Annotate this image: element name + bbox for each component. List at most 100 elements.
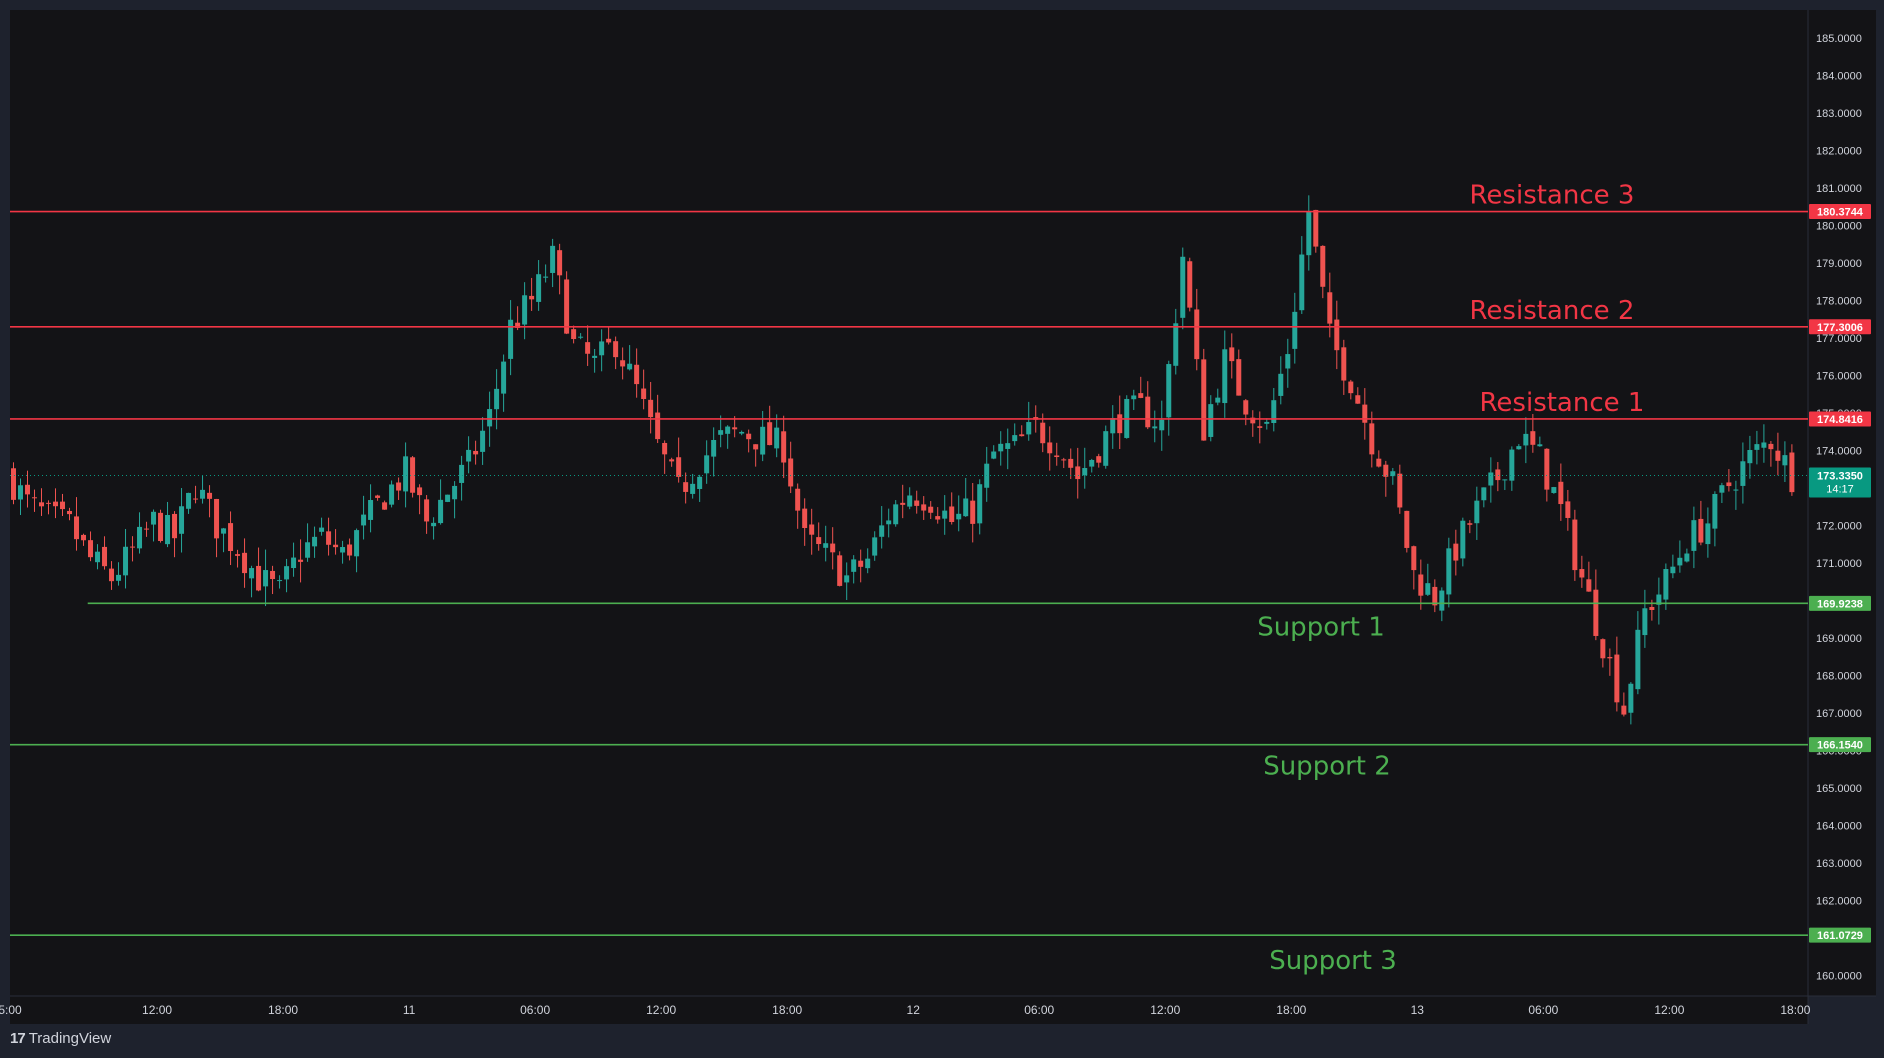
candle-body [788, 458, 794, 487]
candle-body [809, 524, 815, 535]
support-label: Support 2 [1263, 752, 1391, 782]
support-price-tag [1809, 737, 1871, 753]
candle-body [1187, 261, 1193, 308]
candle-body [1677, 557, 1683, 566]
candle-body [137, 526, 143, 549]
candle-body [935, 516, 941, 520]
candle-body [1201, 359, 1207, 441]
x-tick-label: 5:00 [0, 1003, 22, 1017]
candle-body [347, 544, 353, 556]
current-price-tag [1809, 467, 1871, 498]
candle-body [179, 506, 185, 534]
candle-body [242, 552, 248, 574]
support-price-label: 161.0729 [1817, 930, 1863, 942]
candle-body [704, 455, 710, 474]
candle-body [144, 528, 150, 530]
candle-body [389, 484, 395, 505]
candle-body [1495, 469, 1501, 481]
candle-body [725, 426, 731, 434]
candle-body [249, 568, 255, 579]
candle-body [739, 431, 745, 434]
candle-body [1215, 397, 1221, 403]
y-tick-label: 176.0000 [1816, 371, 1862, 383]
tradingview-watermark[interactable]: 17 TradingView [10, 1030, 111, 1047]
x-tick-label: 18:00 [772, 1003, 802, 1017]
candle-body [1607, 656, 1613, 659]
candle-body [256, 565, 262, 591]
candle-body [1278, 373, 1284, 396]
candle-body [46, 502, 52, 504]
tradingview-label: TradingView [28, 1030, 112, 1047]
candle-body [354, 530, 360, 557]
candle-body [1159, 419, 1165, 431]
candle-body [459, 464, 465, 483]
candle-body [312, 536, 318, 547]
candle-body [109, 568, 115, 582]
candle-body [1131, 395, 1137, 400]
candle-body [1712, 494, 1718, 529]
candle-body [1383, 464, 1389, 477]
candle-body [1698, 518, 1704, 543]
candle-body [676, 457, 682, 477]
candle-body [781, 431, 787, 463]
candle-body [11, 468, 17, 500]
candle-body [613, 341, 619, 358]
candle-body [445, 494, 451, 502]
candle-body [536, 274, 542, 302]
candle-body [578, 336, 584, 338]
candle-body [1775, 450, 1781, 461]
candle-body [1012, 435, 1018, 442]
x-tick-label: 06:00 [1024, 1003, 1054, 1017]
candle-body [970, 500, 976, 524]
candle-body [963, 498, 969, 517]
candle-body [291, 557, 297, 569]
candle-body [1327, 292, 1333, 324]
candle-body [207, 492, 213, 499]
candle-body [865, 558, 871, 569]
candle-body [396, 482, 402, 491]
candle-body [193, 498, 199, 500]
candle-body [1719, 485, 1725, 493]
candle-body [543, 276, 549, 278]
candle-body [1530, 431, 1536, 445]
candle-body [571, 329, 577, 340]
y-tick-label: 178.0000 [1816, 296, 1862, 308]
candle-body [1418, 574, 1424, 596]
candle-body [760, 426, 766, 455]
candle-body [795, 488, 801, 511]
candle-body [1516, 446, 1522, 450]
x-tick-label: 06:00 [520, 1003, 550, 1017]
candle-body [1285, 354, 1291, 369]
candle-body [900, 502, 906, 505]
resistance-price-label: 177.3006 [1817, 322, 1863, 334]
candle-body [893, 504, 899, 525]
candle-body [1152, 426, 1158, 429]
candle-body [1362, 404, 1368, 423]
candle-body [1768, 443, 1774, 450]
time-axis[interactable] [10, 996, 1808, 1024]
candle-body [1523, 433, 1529, 446]
y-tick-label: 185.0000 [1816, 33, 1862, 45]
candle-body [1754, 444, 1760, 450]
support-price-label: 169.9238 [1817, 598, 1863, 610]
candle-body [1614, 654, 1620, 703]
candle-body [1439, 590, 1445, 611]
candle-body [1551, 487, 1557, 493]
y-tick-label: 180.0000 [1816, 221, 1862, 233]
candle-body [1544, 448, 1550, 490]
x-tick-label: 13 [1411, 1003, 1425, 1017]
candle-body [1684, 553, 1690, 562]
candle-body [1047, 442, 1053, 454]
candle-body [746, 433, 752, 440]
candle-body [130, 546, 136, 548]
resistance-price-label: 180.3744 [1817, 207, 1864, 219]
candle-body [1600, 639, 1606, 659]
x-tick-label: 11 [403, 1003, 416, 1017]
candle-body [1642, 608, 1648, 636]
resistance-price-tag [1809, 319, 1871, 335]
price-axis[interactable] [1808, 10, 1876, 996]
candle-body [711, 440, 717, 457]
candle-body [697, 476, 703, 489]
